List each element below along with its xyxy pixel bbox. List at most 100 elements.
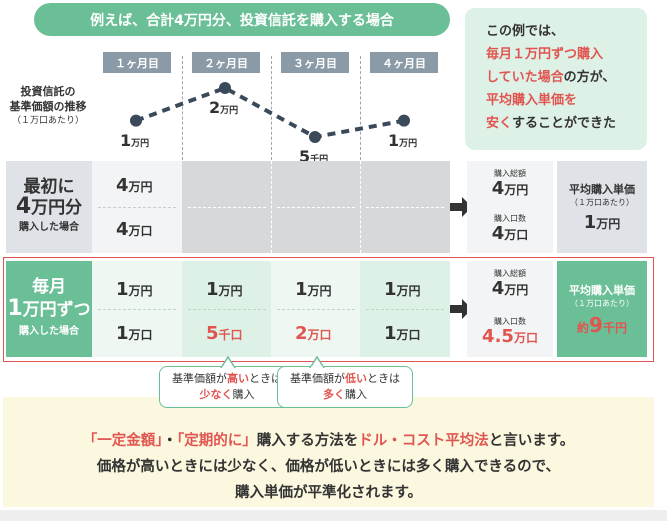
month-header-4: ４ヶ月目: [370, 52, 438, 73]
column-divider: [271, 161, 272, 253]
monthly-avg-value: 約9千円: [577, 312, 627, 337]
monthly-amount-2: 1万円: [206, 279, 243, 300]
bubble-low-price: 基準価額が低いときは 多く購入: [277, 366, 413, 408]
header-title: 例えば、合計4万円分、投資信託を購入する場合: [90, 12, 394, 29]
callout-line-3: していた場合の方が、: [486, 66, 647, 89]
lump-units: 4万口: [116, 219, 153, 240]
monthly-label-unit: 万円ずつ: [22, 299, 91, 320]
footer-bar: [0, 510, 667, 521]
monthly-label: 毎月 1万円ずつ 購入した場合: [6, 261, 92, 357]
monthly-totals-panel: 購入総額 4万円 購入口数 4.5万口: [467, 261, 553, 357]
column-divider: [360, 161, 361, 253]
price-point-4: [398, 114, 410, 127]
lump-amount: 4万円: [116, 175, 153, 196]
bubble-high-line2: 少なく購入: [199, 388, 255, 401]
monthly-avg-sub: （１万口あたり）: [570, 298, 634, 308]
lump-avg-sub: （１万口あたり）: [570, 198, 634, 207]
monthly-label-line2: 1万円ずつ: [7, 295, 91, 321]
price-label-1: 1万円: [120, 130, 150, 150]
callout-line-4: 平均購入単価を: [486, 93, 578, 108]
cell-divider: [366, 207, 444, 208]
chart-label-line1: 投資信託の: [20, 85, 76, 98]
chart-label: 投資信託の 基準価額の推移 （１万口あたり）: [6, 84, 90, 129]
lump-label-num: 4: [15, 193, 32, 219]
chart-label-sub: （１万口あたり）: [11, 116, 84, 126]
cell-divider: [366, 309, 444, 310]
bubble-pointer-icon: [220, 356, 236, 368]
monthly-total-amount: 4万円: [491, 278, 529, 299]
monthly-label-num: 1: [7, 295, 23, 321]
monthly-avg-title: 平均購入単価: [569, 283, 635, 297]
bubble-low-line1: 基準価額が低いときは: [290, 372, 400, 385]
cell-divider: [98, 309, 176, 310]
lump-label-unit: 万円分: [31, 197, 83, 218]
lump-sum-label: 最初に 4万円分 購入した場合: [6, 161, 92, 253]
lump-label-line3: 購入した場合: [19, 221, 79, 233]
summary-line-1: 「一定金額」・「定期的に」購入する方法をドル・コスト平均法と言います。: [82, 433, 575, 449]
month-header-3: ３ヶ月目: [281, 52, 349, 73]
monthly-average-panel: 平均購入単価 （１万口あたり） 約9千円: [557, 261, 647, 357]
chart-label-line2: 基準価額の推移: [9, 100, 87, 113]
summary-line-3: 購入単価が平準化されます。: [234, 485, 423, 501]
lump-total-amount-label: 購入総額: [494, 169, 526, 178]
price-line-chart: [130, 82, 410, 143]
column-divider: [271, 56, 272, 160]
bubble-high-line1: 基準価額が高いときは: [172, 372, 282, 385]
monthly-total-units-label: 購入口数: [494, 317, 526, 326]
monthly-total-units: 4.5万口: [482, 326, 538, 347]
lump-month1-cell: 4万円 4万口: [92, 161, 182, 253]
summary-panel: 「一定金額」・「定期的に」購入する方法をドル・コスト平均法と言います。 価格が高…: [3, 397, 654, 507]
price-label-2: 2万円: [209, 98, 239, 117]
monthly-month4-cell: 1万円 1万口: [360, 261, 450, 357]
callout-line-5: 安くすることができた: [486, 112, 647, 135]
column-divider: [182, 56, 183, 160]
lump-totals-panel: 購入総額 4万円 購入口数 4万口: [467, 161, 553, 253]
callout-line-5b: することができた: [512, 116, 617, 131]
monthly-month1-cell: 1万円 1万口: [92, 261, 182, 357]
column-divider: [360, 56, 361, 160]
monthly-units-1: 1万口: [116, 323, 153, 344]
price-point-3: [309, 131, 321, 143]
bubble-high-price: 基準価額が高いときは 少なく購入: [159, 366, 295, 408]
monthly-month2-cell: 1万円 5千口: [182, 261, 272, 357]
lump-avg-title: 平均購入単価: [569, 183, 635, 196]
monthly-month3-cell: 1万円 2万口: [271, 261, 361, 357]
monthly-label-line1: 毎月: [32, 276, 66, 297]
header-banner: 例えば、合計4万円分、投資信託を購入する場合: [34, 3, 450, 36]
lump-total-units: 4万口: [491, 223, 529, 244]
bubble-pointer-icon: [309, 356, 325, 368]
price-point-1: [130, 114, 142, 127]
price-series-line: [135, 85, 405, 140]
price-label-4: 1万円: [388, 130, 418, 150]
monthly-amount-1: 1万円: [116, 279, 153, 300]
cell-divider: [277, 207, 355, 208]
cell-divider: [188, 309, 266, 310]
monthly-amount-4: 1万円: [384, 279, 421, 300]
callout-line-5a: 安く: [486, 116, 513, 131]
price-label-3: 5千円: [299, 147, 329, 166]
lump-total-units-label: 購入口数: [494, 214, 526, 223]
monthly-units-2: 5千口: [206, 323, 243, 344]
price-point-2: [219, 82, 231, 94]
monthly-units-3: 2万口: [295, 323, 332, 344]
lump-avg-value: 1万円: [583, 212, 621, 233]
month-header-1: １ヶ月目: [103, 52, 171, 73]
cell-divider: [277, 309, 355, 310]
summary-callout: この例では、 毎月１万円ずつ購入 していた場合の方が、 平均購入単価を 安くする…: [465, 8, 647, 150]
callout-line-3a: していた場合: [486, 70, 564, 85]
summary-line-2: 価格が高いときには少なく、価格が低いときには多く購入できるので、: [96, 459, 561, 475]
month-header-2: ２ヶ月目: [192, 52, 260, 73]
callout-line-1: この例では、: [486, 24, 565, 39]
lump-label-line1: 最初に: [23, 176, 75, 197]
bubble-low-line2: 多く購入: [323, 388, 367, 401]
lump-average-panel: 平均購入単価 （１万口あたり） 1万円: [557, 161, 647, 253]
monthly-label-line3: 購入した場合: [19, 325, 79, 337]
monthly-units-4: 1万口: [384, 323, 421, 344]
lump-total-amount: 4万円: [491, 178, 529, 199]
arrow-right-icon: [450, 299, 472, 319]
monthly-amount-3: 1万円: [295, 279, 332, 300]
lump-label-line2: 4万円分: [15, 193, 83, 219]
cell-divider: [188, 207, 266, 208]
arrow-right-icon: [450, 197, 472, 217]
monthly-total-amount-label: 購入総額: [494, 269, 526, 278]
